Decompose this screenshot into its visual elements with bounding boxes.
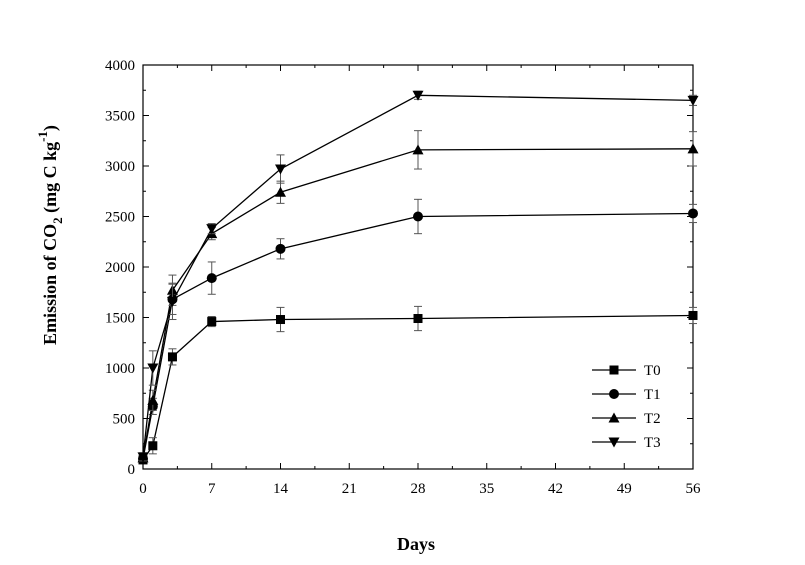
- x-tick-label: 7: [208, 481, 216, 497]
- data-point-T0: [148, 441, 158, 451]
- y-tick-label: 1500: [105, 311, 135, 327]
- data-point-T1: [413, 211, 423, 222]
- x-axis-title: Days: [397, 534, 435, 554]
- legend: T0 T1 T2 T3: [592, 363, 661, 451]
- axis-tick-labels: 0 7 14 21 28 35 42 49 56 0 500 1000 1500 2000 2500 3000…: [105, 58, 701, 497]
- legend-marker: [608, 412, 620, 423]
- data-point-T3: [137, 452, 149, 463]
- data-point-T0: [207, 317, 217, 327]
- legend-item-T0: T0: [592, 363, 661, 379]
- data-point-T0: [688, 310, 698, 320]
- data-point-T0: [276, 315, 285, 325]
- series-T3: [137, 90, 699, 463]
- legend-item-T2: T2: [592, 411, 661, 427]
- data-point-T2: [412, 144, 424, 155]
- series-layer: [137, 90, 699, 465]
- legend-marker: [608, 437, 620, 448]
- x-tick-label: 35: [479, 481, 494, 497]
- legend-marker: [609, 365, 619, 375]
- data-point-T3: [147, 363, 159, 374]
- data-point-T1: [275, 243, 286, 254]
- data-point-T2: [275, 186, 286, 197]
- data-point-T0: [167, 352, 177, 362]
- y-axis-title: Emission of CO2 (mg C kg-1): [35, 125, 65, 345]
- y-tick-label: 2000: [105, 260, 135, 276]
- y-axis-title-part1: Emission of CO: [40, 224, 60, 345]
- x-tick-label: 0: [139, 481, 147, 497]
- y-tick-label: 500: [113, 412, 136, 428]
- y-tick-label: 3000: [105, 159, 135, 175]
- x-tick-label: 56: [686, 481, 702, 497]
- x-tick-label: 21: [342, 481, 357, 497]
- y-tick-label: 1000: [105, 361, 135, 377]
- x-tick-label: 28: [411, 481, 426, 497]
- x-tick-label: 49: [617, 481, 632, 497]
- legend-item-T1: T1: [592, 387, 661, 403]
- legend-item-T3: T3: [592, 435, 661, 451]
- y-axis-title-part3: ): [40, 125, 61, 131]
- data-point-T3: [166, 296, 178, 307]
- legend-marker: [609, 389, 619, 399]
- series-T2: [137, 130, 699, 463]
- data-point-T3: [687, 95, 699, 106]
- data-point-T1: [206, 273, 217, 284]
- x-tick-label: 42: [548, 481, 563, 497]
- axis-ticks: [142, 64, 694, 470]
- data-point-T3: [412, 90, 424, 101]
- series-T0: [138, 305, 698, 465]
- data-point-T2: [147, 394, 159, 405]
- y-axis-title-subscript: 2: [50, 217, 65, 224]
- x-tick-label: 14: [273, 481, 289, 497]
- y-tick-label: 0: [128, 462, 136, 478]
- data-point-T3: [275, 164, 286, 175]
- legend-label: T2: [644, 411, 661, 427]
- series-T1: [138, 198, 698, 464]
- data-point-T0: [413, 314, 423, 324]
- y-tick-label: 2500: [105, 210, 135, 226]
- y-axis-title-part2: (mg C kg: [40, 142, 61, 218]
- y-tick-label: 3500: [105, 109, 135, 125]
- y-axis-title-superscript: -1: [35, 131, 50, 142]
- legend-label: T0: [644, 363, 661, 379]
- legend-label: T3: [644, 435, 661, 451]
- data-point-T3: [206, 224, 218, 235]
- legend-label: T1: [644, 387, 661, 403]
- y-tick-label: 4000: [105, 58, 135, 74]
- plot-frame: [142, 64, 694, 470]
- series-line-T2: [142, 148, 694, 458]
- data-point-T2: [687, 143, 699, 154]
- data-point-T1: [688, 208, 698, 219]
